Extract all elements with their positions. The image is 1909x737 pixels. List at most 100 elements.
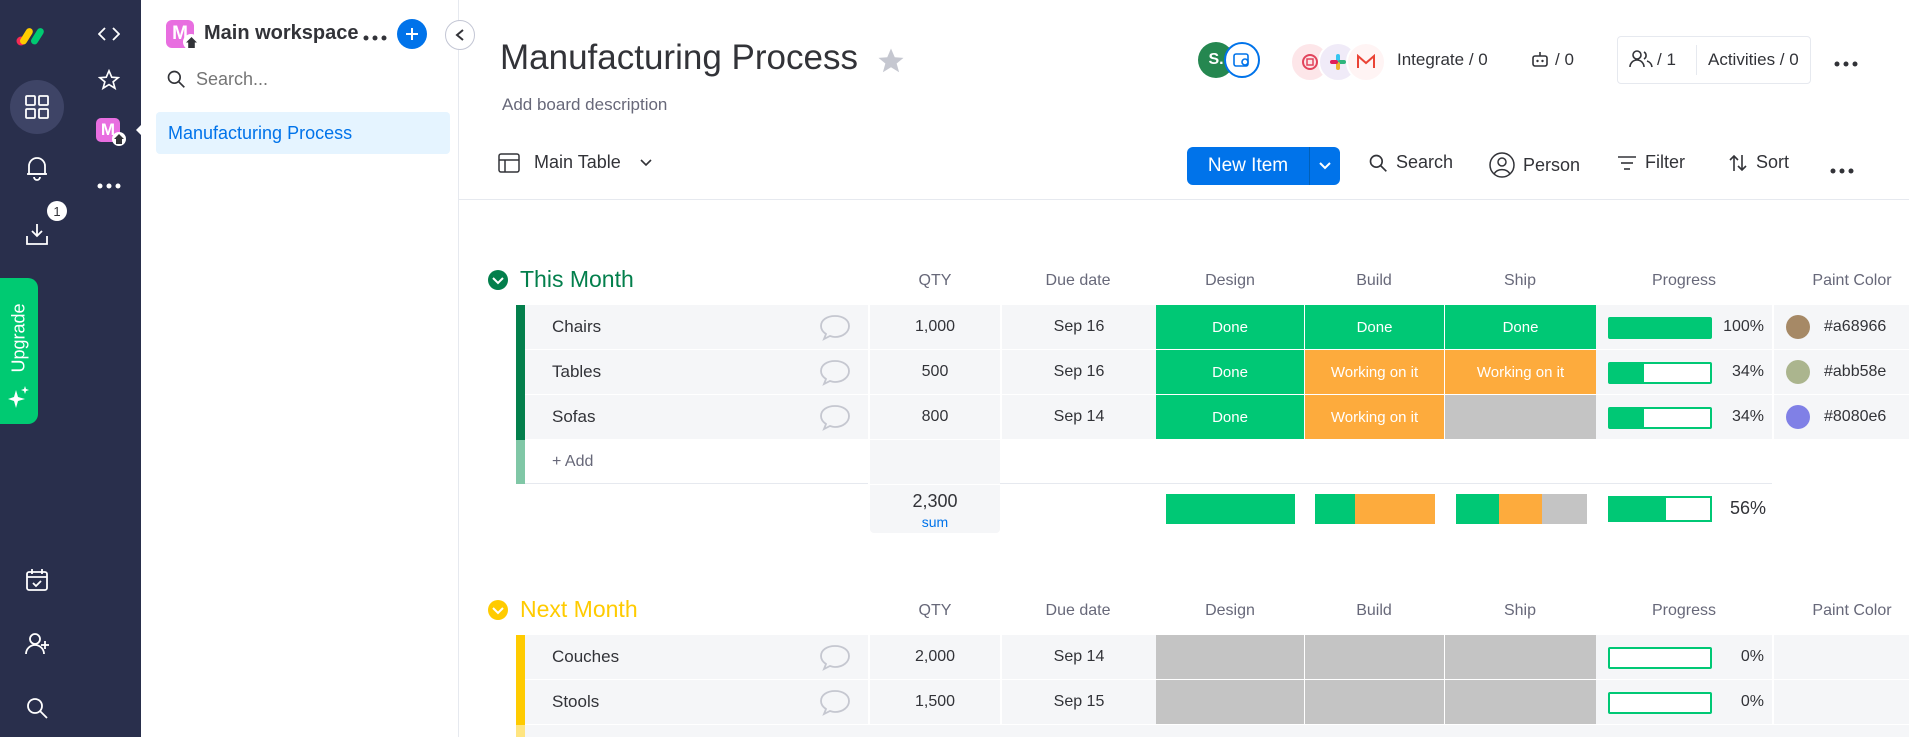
qty-cell[interactable]: 500 [870, 350, 1000, 394]
build-status[interactable]: Working on it [1305, 395, 1444, 439]
column-header-qty[interactable]: QTY [918, 272, 952, 289]
favorites-star-icon[interactable] [94, 66, 124, 94]
search-button[interactable]: Search [1368, 152, 1453, 173]
column-header-ship[interactable]: Ship [1503, 272, 1537, 289]
design-status[interactable]: Done [1156, 350, 1304, 394]
column-header-paint-color[interactable]: Paint Color [1812, 272, 1892, 289]
filter-button[interactable]: Filter [1617, 152, 1685, 173]
comment-bubble-icon[interactable] [819, 688, 851, 721]
qty-cell[interactable]: 2,000 [870, 635, 1000, 679]
column-header-progress[interactable]: Progress [1651, 602, 1717, 619]
favorite-star-icon[interactable] [876, 46, 906, 81]
column-header-design[interactable]: Design [1205, 602, 1255, 619]
column-header-build[interactable]: Build [1356, 272, 1392, 289]
calendar-check-icon[interactable] [18, 562, 56, 598]
new-item-dropdown-icon[interactable] [1310, 162, 1340, 170]
due-date-cell[interactable]: Sep 14 [1002, 635, 1156, 679]
board-title[interactable]: Manufacturing Process [500, 38, 858, 77]
ship-status[interactable] [1445, 680, 1596, 724]
board-description[interactable]: Add board description [502, 95, 668, 114]
person-filter-button[interactable]: Person [1489, 152, 1580, 178]
build-summary-bar[interactable] [1315, 494, 1435, 524]
ship-status[interactable]: Done [1445, 305, 1596, 349]
due-date-cell[interactable]: Sep 14 [1002, 395, 1156, 439]
column-header-due-date[interactable]: Due date [1045, 602, 1111, 619]
design-status[interactable]: Done [1156, 395, 1304, 439]
qty-cell[interactable]: 1,500 [870, 680, 1000, 724]
monday-logo-icon[interactable] [13, 18, 57, 52]
ship-summary-bar[interactable] [1456, 494, 1587, 524]
column-header-due-date[interactable]: Due date [1045, 272, 1111, 289]
guest-eye-icon[interactable] [1224, 42, 1260, 78]
workspace-title[interactable]: Main workspace [204, 22, 359, 44]
toolbar-more-icon[interactable] [1830, 161, 1854, 179]
item-name[interactable]: Chairs [525, 305, 868, 349]
design-status[interactable]: Done [1156, 305, 1304, 349]
code-icon[interactable] [94, 20, 124, 48]
workspace-more-icon[interactable] [363, 28, 387, 46]
qty-cell[interactable]: 800 [870, 395, 1000, 439]
automation-robot-icon[interactable] [1530, 50, 1550, 73]
due-date-cell[interactable]: Sep 16 [1002, 350, 1156, 394]
design-status[interactable] [1156, 680, 1304, 724]
inbox-download-icon[interactable] [18, 216, 56, 252]
comment-bubble-icon[interactable] [819, 403, 851, 436]
invite-user-icon[interactable] [18, 626, 56, 662]
item-name[interactable]: Tables [525, 350, 868, 394]
column-header-ship[interactable]: Ship [1503, 602, 1537, 619]
board-item-manufacturing-process[interactable]: Manufacturing Process [156, 112, 450, 154]
build-status[interactable]: Working on it [1305, 350, 1444, 394]
workspace-search-input[interactable] [194, 67, 418, 91]
column-header-qty[interactable]: QTY [918, 602, 952, 619]
column-header-paint-color[interactable]: Paint Color [1812, 602, 1892, 619]
item-name[interactable]: Sofas [525, 395, 868, 439]
group-title[interactable]: Next Month [520, 596, 638, 622]
column-header-design[interactable]: Design [1205, 272, 1255, 289]
integrate-button[interactable]: Integrate / 0 [1397, 50, 1488, 69]
board-more-icon[interactable] [1834, 54, 1858, 72]
build-status[interactable] [1305, 680, 1444, 724]
design-status[interactable] [1156, 635, 1304, 679]
activities-button[interactable]: Activities / 0 [1708, 50, 1799, 69]
view-tab-main-table[interactable]: Main Table [498, 152, 653, 173]
notifications-bell-icon[interactable] [18, 150, 56, 186]
comment-bubble-icon[interactable] [819, 643, 851, 676]
build-status[interactable] [1305, 635, 1444, 679]
collapse-panel-button[interactable] [445, 20, 475, 50]
add-item-input[interactable]: + Add [525, 440, 868, 484]
members-icon[interactable] [1629, 49, 1653, 74]
ship-status[interactable]: Working on it [1445, 350, 1596, 394]
group-collapse-icon[interactable] [488, 600, 508, 625]
more-dots-icon[interactable] [94, 172, 124, 200]
search-icon[interactable] [18, 690, 56, 726]
group-collapse-icon[interactable] [488, 270, 508, 295]
paint-color-cell[interactable] [1774, 680, 1909, 724]
paint-color-cell[interactable]: #abb58e [1774, 350, 1909, 394]
paint-color-cell[interactable] [1774, 635, 1909, 679]
column-header-progress[interactable]: Progress [1651, 272, 1717, 289]
comment-bubble-icon[interactable] [819, 313, 851, 346]
upgrade-button[interactable]: Upgrade [0, 278, 38, 424]
ship-status[interactable] [1445, 395, 1596, 439]
sort-button[interactable]: Sort [1728, 152, 1789, 173]
column-header-build[interactable]: Build [1356, 602, 1392, 619]
group-title[interactable]: This Month [520, 266, 634, 292]
paint-color-cell[interactable]: #a68966 [1774, 305, 1909, 349]
add-board-button[interactable] [397, 19, 427, 49]
progress-label: 0% [1740, 648, 1764, 665]
qty-cell[interactable]: 1,000 [870, 305, 1000, 349]
design-summary-bar[interactable] [1166, 494, 1295, 524]
item-name[interactable]: Stools [525, 680, 868, 724]
new-item-button[interactable]: New Item [1187, 147, 1340, 185]
ship-status[interactable] [1445, 635, 1596, 679]
due-date-cell[interactable]: Sep 15 [1002, 680, 1156, 724]
apps-grid-icon[interactable] [10, 80, 64, 134]
automations-count[interactable]: / 0 [1555, 50, 1574, 69]
item-name[interactable]: Couches [525, 635, 868, 679]
members-count[interactable]: / 1 [1657, 50, 1676, 69]
gmail-icon[interactable] [1346, 42, 1386, 82]
comment-bubble-icon[interactable] [819, 358, 851, 391]
build-status[interactable]: Done [1305, 305, 1444, 349]
due-date-cell[interactable]: Sep 16 [1002, 305, 1156, 349]
paint-color-cell[interactable]: #8080e6 [1774, 395, 1909, 439]
